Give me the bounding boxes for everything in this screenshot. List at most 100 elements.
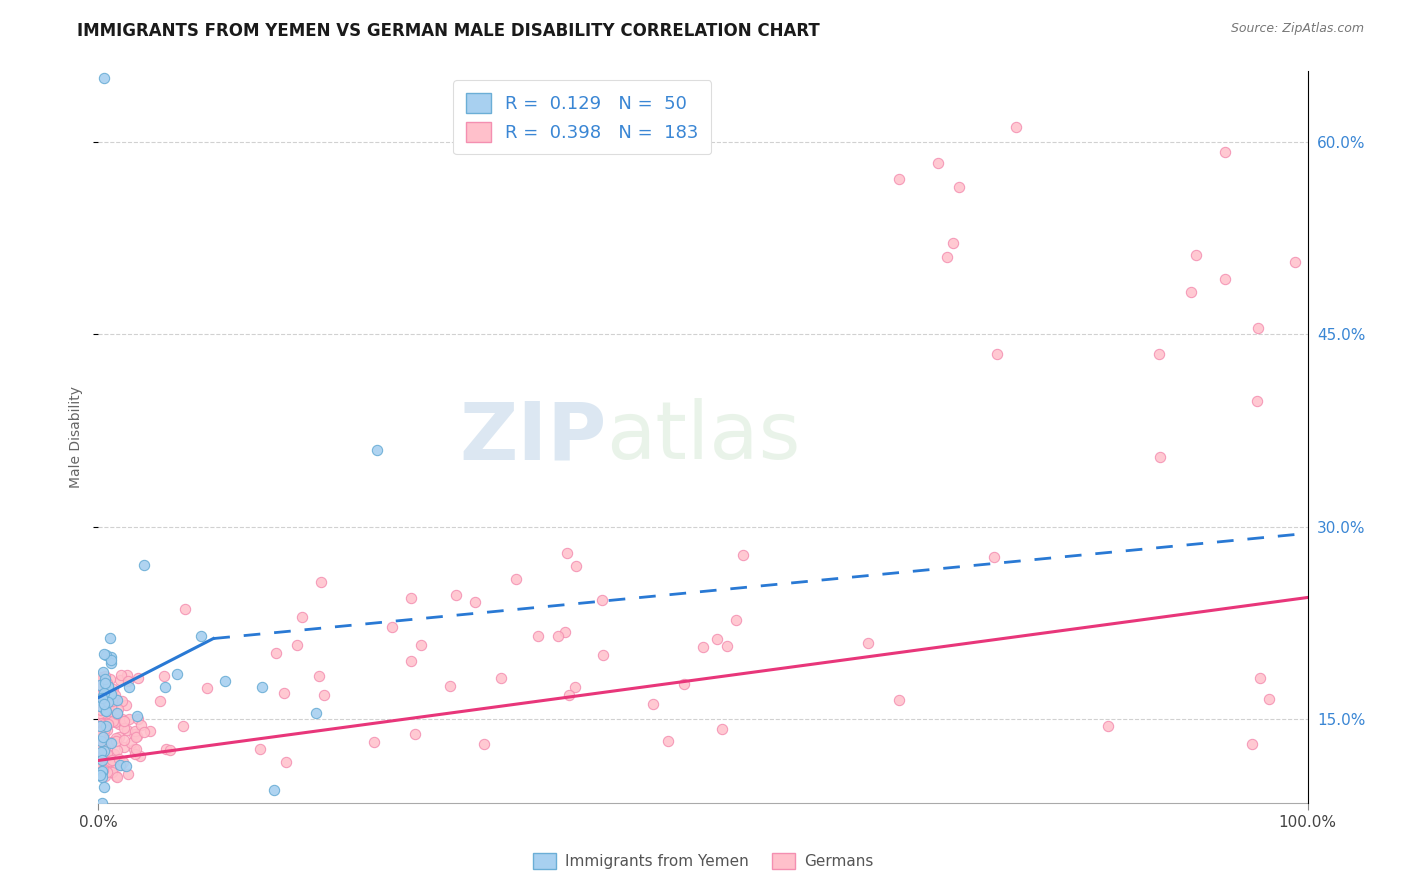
Point <box>91 689 114 703</box>
Point <box>93 686 115 700</box>
Point <box>93 740 115 755</box>
Point <box>366 442 388 457</box>
Point <box>166 667 188 681</box>
Point <box>547 629 569 643</box>
Point <box>89 729 111 743</box>
Point <box>1284 254 1306 268</box>
Point <box>94 722 117 736</box>
Point <box>125 742 148 756</box>
Point <box>98 754 121 768</box>
Point <box>91 770 114 784</box>
Point <box>657 734 679 748</box>
Point <box>122 727 145 741</box>
Point <box>93 690 115 705</box>
Point <box>90 741 112 756</box>
Point <box>90 749 112 764</box>
Point <box>117 674 139 689</box>
Point <box>112 740 135 755</box>
Point <box>91 739 114 753</box>
Point <box>706 632 728 647</box>
Point <box>90 748 112 763</box>
Point <box>91 736 114 750</box>
Point <box>89 723 111 738</box>
Point <box>96 764 118 779</box>
Point <box>89 695 111 709</box>
Point <box>108 716 131 731</box>
Point <box>89 674 111 689</box>
Point <box>889 693 911 707</box>
Point <box>105 692 128 706</box>
Point <box>97 715 120 730</box>
Point <box>89 683 111 698</box>
Point <box>96 719 118 733</box>
Point <box>100 649 122 664</box>
Point <box>90 753 112 767</box>
Point <box>91 691 114 706</box>
Point <box>89 678 111 692</box>
Point <box>117 767 139 781</box>
Point <box>127 671 149 685</box>
Point <box>111 712 134 726</box>
Point <box>404 727 426 741</box>
Point <box>90 746 112 760</box>
Point <box>1257 692 1279 706</box>
Point <box>526 629 548 643</box>
Point <box>115 759 138 773</box>
Point <box>89 679 111 693</box>
Point <box>464 595 486 609</box>
Point <box>264 646 287 660</box>
Point <box>96 676 118 690</box>
Point <box>101 681 124 696</box>
Point <box>94 676 117 690</box>
Point <box>172 719 194 733</box>
Point <box>108 758 131 772</box>
Point <box>214 673 236 688</box>
Point <box>983 549 1005 564</box>
Point <box>97 695 120 709</box>
Point <box>105 706 128 720</box>
Point <box>1240 737 1263 751</box>
Point <box>89 749 111 764</box>
Point <box>120 736 142 750</box>
Text: atlas: atlas <box>606 398 800 476</box>
Point <box>139 724 162 739</box>
Point <box>97 756 120 771</box>
Point <box>1213 271 1236 285</box>
Point <box>90 719 112 733</box>
Point <box>96 723 118 737</box>
Point <box>94 669 117 683</box>
Point <box>159 742 181 756</box>
Point <box>444 588 467 602</box>
Point <box>312 688 335 702</box>
Point <box>285 638 308 652</box>
Point <box>190 629 212 643</box>
Point <box>948 180 970 194</box>
Point <box>173 601 195 615</box>
Point <box>592 648 614 662</box>
Point <box>692 640 714 654</box>
Point <box>111 755 134 769</box>
Point <box>564 559 586 574</box>
Point <box>98 706 121 720</box>
Point <box>105 692 128 706</box>
Point <box>858 636 880 650</box>
Point <box>557 688 579 702</box>
Point <box>100 736 122 750</box>
Point <box>89 706 111 721</box>
Point <box>399 654 422 668</box>
Point <box>93 693 115 707</box>
Point <box>110 758 132 772</box>
Point <box>93 717 115 731</box>
Point <box>1149 450 1171 464</box>
Point <box>555 546 578 560</box>
Point <box>115 667 138 681</box>
Point <box>127 729 149 743</box>
Point <box>90 709 112 723</box>
Point <box>91 716 114 731</box>
Point <box>103 747 125 761</box>
Point <box>97 714 120 728</box>
Point <box>91 764 114 779</box>
Point <box>564 680 586 694</box>
Point <box>1149 346 1171 360</box>
Point <box>101 753 124 767</box>
